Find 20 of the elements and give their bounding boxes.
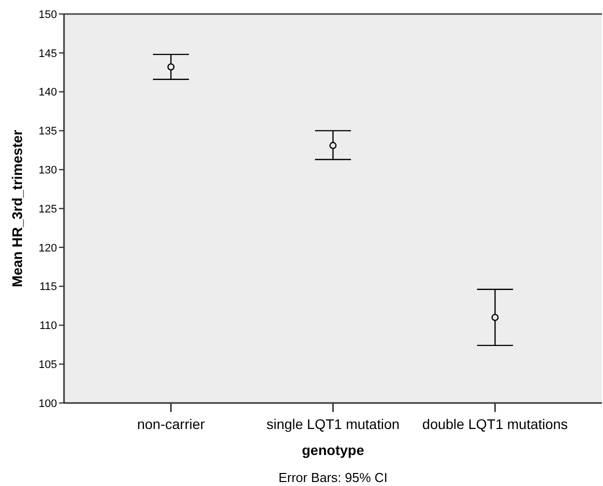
x-tick-label: double LQT1 mutations xyxy=(422,416,568,432)
y-tick-label: 145 xyxy=(38,48,57,60)
x-axis-title: genotype xyxy=(302,442,364,458)
y-tick-label: 135 xyxy=(38,126,57,138)
y-tick-label: 105 xyxy=(38,358,57,371)
text: Error Bars: 95% CI xyxy=(278,470,388,485)
y-tick-label: 115 xyxy=(39,281,57,294)
point xyxy=(491,314,499,321)
x-tick-label: single LQT1 mutation xyxy=(266,416,400,432)
point xyxy=(167,63,175,70)
x-tick-label: non-carrier xyxy=(137,416,206,432)
y-axis-title: Mean HR_3rd_trimester xyxy=(9,129,25,288)
y-tick-label: 140 xyxy=(38,86,57,99)
y-tick-label: 125 xyxy=(38,203,57,216)
y-tick-label: 110 xyxy=(39,320,57,332)
y-tick-label: 130 xyxy=(38,164,57,176)
point xyxy=(329,142,337,150)
y-tick-label: 150 xyxy=(38,8,57,21)
y-tick-label: 120 xyxy=(38,242,57,254)
y-tick-label: 100 xyxy=(38,398,57,410)
